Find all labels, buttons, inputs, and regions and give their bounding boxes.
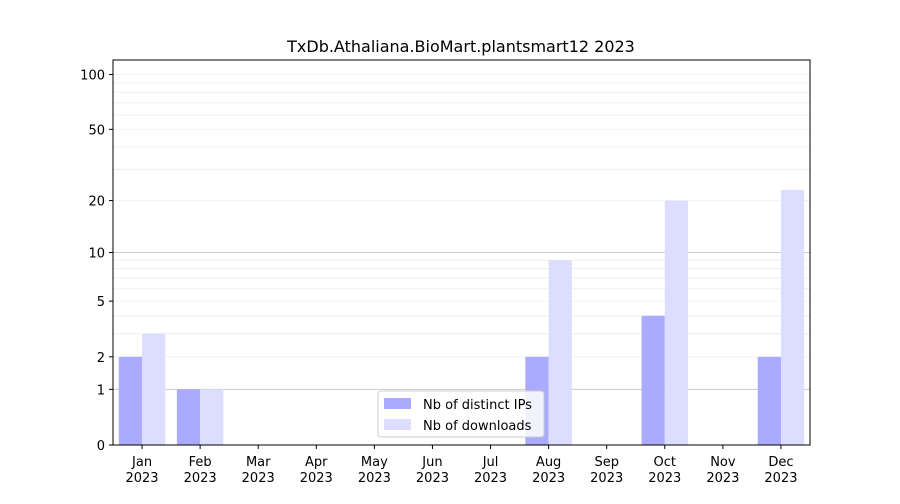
y-tick-label: 1 <box>97 383 105 398</box>
x-tick-label-aug: Aug 2023 <box>532 455 565 486</box>
chart-title: TxDb.Athaliana.BioMart.plantsmart12 2023 <box>286 37 635 56</box>
y-tick-label: 2 <box>97 351 105 366</box>
x-tick-label-nov: Nov 2023 <box>706 455 739 486</box>
bar-downloads-feb <box>200 389 224 445</box>
x-tick-label-may: May 2023 <box>358 455 391 486</box>
legend-label-distinct-ips: Nb of distinct IPs <box>423 398 532 413</box>
bar-distinct-ips-oct <box>641 315 665 445</box>
x-tick-label-sep: Sep 2023 <box>590 455 623 486</box>
x-tick-label-jan: Jan 2023 <box>125 455 158 486</box>
x-tick-label-feb: Feb 2023 <box>184 455 217 486</box>
grid-lines <box>113 74 810 390</box>
bar-distinct-ips-feb <box>176 389 201 445</box>
y-tick-label: 50 <box>88 123 105 138</box>
legend-swatch-downloads <box>384 419 411 430</box>
legend-label-downloads: Nb of downloads <box>423 419 532 434</box>
legend: Nb of distinct IPs Nb of downloads <box>377 390 545 438</box>
bars <box>118 189 805 445</box>
bar-downloads-aug <box>548 260 572 445</box>
axes: 0 1 2 5 10 20 50 100 Jan 2023 Feb 2023 Mar 2023 Apr 202… <box>80 59 811 486</box>
legend-swatch-distinct-ips <box>384 398 411 409</box>
bar-distinct-ips-jan <box>118 356 143 445</box>
x-tick-label-dec: Dec 2023 <box>764 455 797 486</box>
y-tick-label: 5 <box>97 295 105 310</box>
x-tick-label-oct: Oct 2023 <box>648 455 681 486</box>
y-tick-label: 100 <box>80 69 105 84</box>
y-tick-label: 0 <box>97 439 105 454</box>
x-tick-label-apr: Apr 2023 <box>300 455 333 486</box>
x-tick-label-jul: Jul 2023 <box>474 455 507 486</box>
x-tick-label-jun: Jun 2023 <box>416 455 449 486</box>
y-tick-label: 10 <box>88 247 105 262</box>
legend-box <box>377 390 545 438</box>
bar-downloads-oct <box>664 200 689 445</box>
bar-distinct-ips-dec <box>757 356 781 445</box>
x-tick-label-mar: Mar 2023 <box>242 455 275 486</box>
bar-downloads-jan <box>142 333 166 445</box>
y-tick-label: 20 <box>88 195 105 210</box>
bar-downloads-dec <box>780 189 805 445</box>
